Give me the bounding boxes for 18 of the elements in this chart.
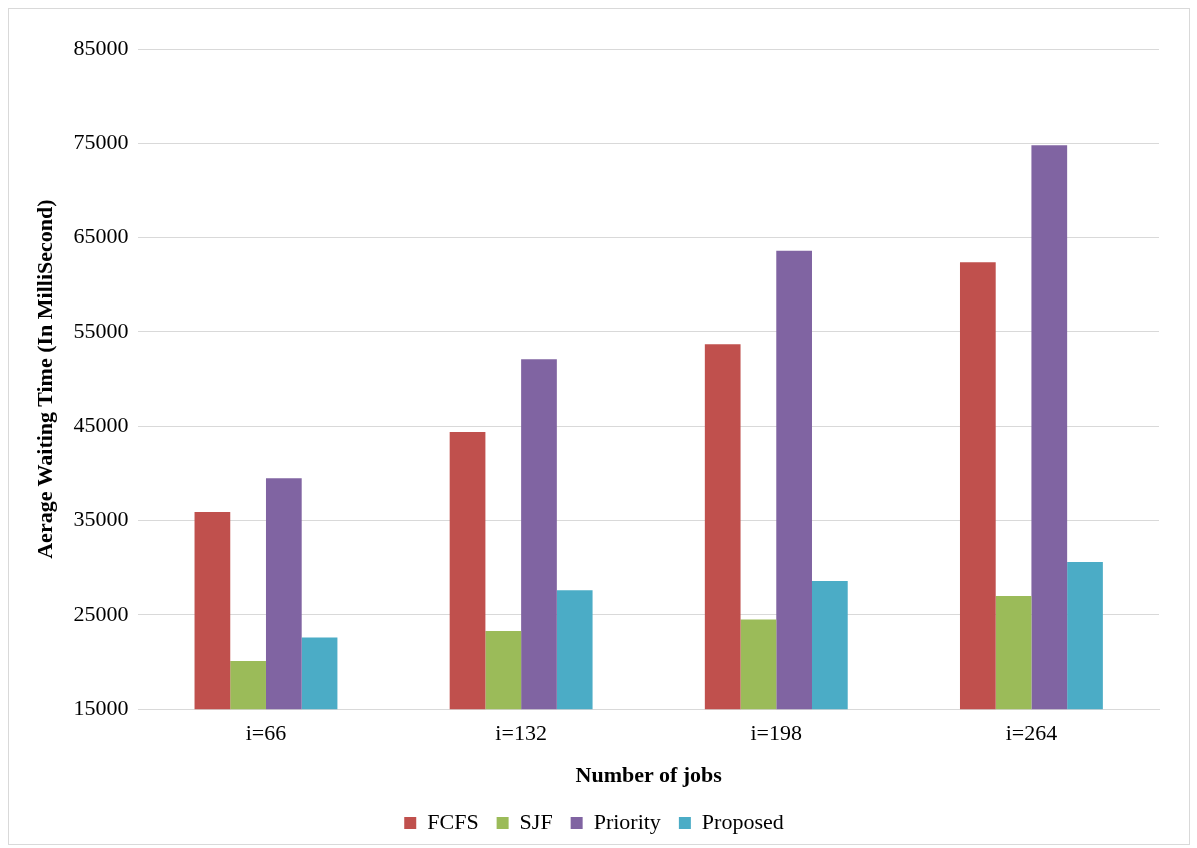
y-tick-label: 45000 [73,412,129,438]
legend-label: SJF [519,808,553,834]
y-axis-title: Aerage Waiting Time (In MilliSecond) [31,199,57,559]
y-tick-label: 25000 [73,600,129,626]
x-tick-label: i=66 [245,720,287,746]
legend-label: FCFS [427,808,479,834]
y-tick-label: 75000 [73,129,129,155]
y-tick-label: 35000 [73,506,129,532]
y-tick-label: 55000 [73,317,129,343]
legend-label: Priority [593,808,661,834]
x-tick-label: i=132 [495,720,547,746]
y-tick-label: 15000 [73,694,129,720]
x-tick-label: i=198 [750,720,803,746]
x-tick-label: i=264 [1005,720,1058,746]
legend-label: Proposed [701,808,784,834]
x-axis-title: Number of jobs [575,762,723,788]
y-tick-label: 65000 [73,223,129,249]
y-tick-label: 85000 [73,34,129,60]
